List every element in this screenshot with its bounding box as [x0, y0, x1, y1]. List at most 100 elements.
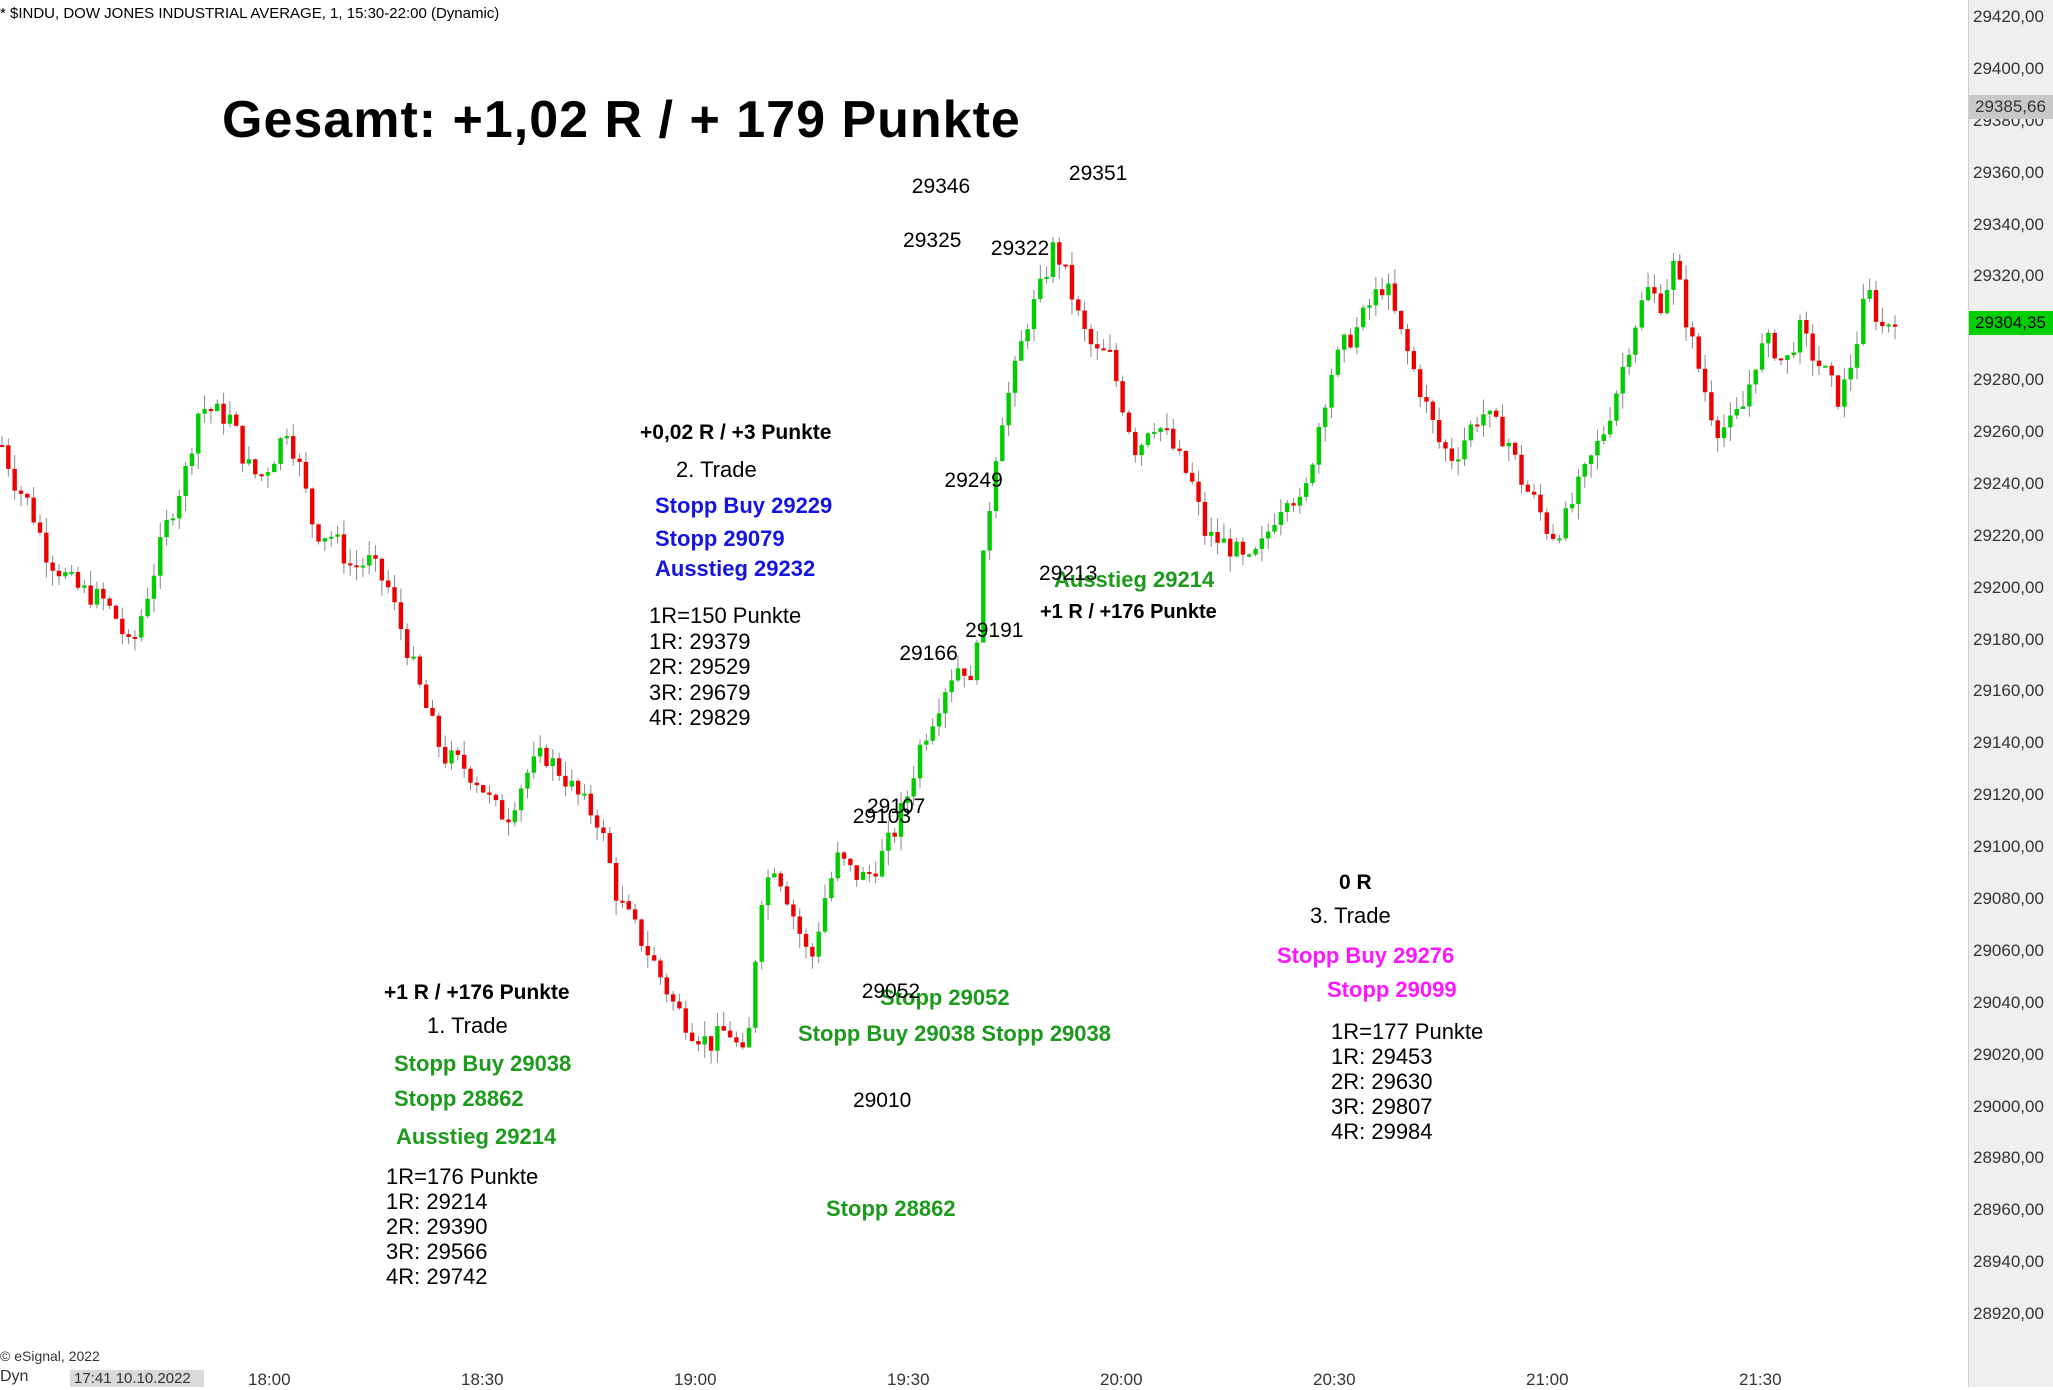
candle-down: [677, 1001, 682, 1009]
candle-down: [892, 832, 897, 837]
candle-down: [480, 785, 486, 793]
trade1-exit: Ausstieg 29214: [396, 1124, 557, 1149]
pivot-label: 29213: [1039, 561, 1098, 585]
candle-down: [1702, 368, 1708, 393]
candle-down: [379, 558, 385, 581]
candle-up: [1785, 355, 1790, 361]
candle-up: [949, 680, 954, 693]
last-price-box: 29304,35: [1969, 311, 2053, 335]
candle-up: [1645, 287, 1651, 301]
summary-title: Gesamt: +1,02 R / + 179 Punkte: [222, 91, 1021, 149]
candle-down: [556, 758, 562, 776]
price-tick-label: 29280,00: [1973, 370, 2044, 390]
candle-down: [101, 588, 106, 599]
trade3-risk-2: 2R: 29630: [1331, 1069, 1433, 1094]
candle-down: [1436, 419, 1442, 443]
candle-down: [132, 636, 138, 639]
candle-down: [1804, 319, 1809, 334]
candle-up: [911, 778, 916, 797]
candle-down: [1417, 369, 1423, 398]
candle-down: [1652, 287, 1657, 294]
candle-down: [221, 403, 226, 424]
candle-down: [50, 562, 55, 571]
candle-up: [145, 598, 150, 617]
candle-down: [12, 468, 17, 491]
candle-up: [753, 961, 758, 1028]
candle-down: [373, 555, 378, 559]
trade3-risk-1: 1R: 29453: [1331, 1044, 1433, 1069]
candle-up: [569, 780, 574, 787]
candle-up: [1266, 531, 1271, 539]
candle-down: [468, 768, 473, 783]
candle-down: [575, 780, 581, 795]
candle-down: [1550, 533, 1556, 539]
candle-down: [1196, 481, 1201, 502]
candle-down: [120, 618, 125, 635]
pivot-label: 29322: [990, 237, 1050, 261]
trade2-risk-1r: 1R=150 Punkte: [649, 603, 802, 628]
candle-down: [848, 858, 853, 866]
candle-up: [981, 550, 986, 643]
candle-up: [1582, 464, 1587, 477]
candle-up: [715, 1026, 720, 1051]
candle-down: [385, 580, 391, 588]
candle-up: [1329, 374, 1334, 408]
candle-down: [1690, 327, 1695, 337]
candle-down: [297, 458, 302, 462]
candle-down: [708, 1036, 714, 1051]
candle-down: [1683, 279, 1689, 328]
candle-up: [1335, 349, 1341, 375]
candle-down: [455, 750, 461, 755]
candle-up: [1316, 426, 1322, 465]
candle-down: [1240, 541, 1246, 555]
time-tick-label: 19:30: [887, 1370, 930, 1389]
candle-up: [227, 414, 233, 424]
candle-down: [1873, 290, 1879, 322]
candle-up: [1797, 319, 1803, 353]
candle-up: [936, 713, 942, 727]
candle-down: [664, 977, 669, 995]
candle-down: [1449, 448, 1455, 461]
price-tick-label: 29400,00: [1973, 58, 2044, 78]
candle-down: [1772, 332, 1777, 359]
price-tick-label: 29360,00: [1973, 162, 2044, 182]
candle-down: [88, 585, 93, 605]
pivot-label: 29351: [1068, 161, 1128, 185]
candle-down: [398, 602, 404, 630]
price-tick-label: 29000,00: [1973, 1096, 2044, 1116]
candle-down: [234, 414, 239, 426]
price-tick-label: 29340,00: [1973, 214, 2044, 234]
candle-down: [689, 1032, 695, 1042]
trade3-result: 0 R: [1339, 871, 1372, 894]
candle-up: [1031, 299, 1037, 330]
candle-up: [550, 758, 556, 766]
dyn-label[interactable]: Dyn: [0, 1368, 29, 1385]
candle-up: [335, 534, 340, 537]
pivot-label: 29010: [852, 1088, 912, 1112]
candle-up: [1323, 407, 1328, 427]
candle-down: [1202, 501, 1208, 536]
candle-up: [1487, 410, 1493, 415]
candle-up: [531, 756, 537, 773]
candle-down: [544, 747, 549, 766]
trade2-risk-1: 1R: 29379: [649, 629, 751, 654]
candle-down: [1076, 299, 1081, 311]
candle-down: [803, 933, 809, 947]
trade1-entry: Stopp Buy 29038: [394, 1051, 572, 1076]
pivot-label: 29346: [911, 174, 971, 198]
price-tick-label: 29220,00: [1973, 525, 2044, 545]
price-tick-label: 28920,00: [1973, 1304, 2044, 1324]
candle-down: [1544, 512, 1549, 534]
candle-down: [962, 668, 967, 676]
candle-up: [1152, 431, 1157, 434]
price-tick-label: 29140,00: [1973, 733, 2044, 753]
candle-up: [987, 511, 992, 551]
candle-down: [727, 1030, 733, 1038]
candle-down: [1082, 310, 1087, 329]
candle-up: [1614, 393, 1619, 421]
candle-up: [1360, 307, 1366, 328]
trade1-risk-1: 1R: 29214: [386, 1189, 488, 1214]
pivot-label: 29191: [965, 619, 1024, 643]
candle-down: [1424, 397, 1429, 402]
